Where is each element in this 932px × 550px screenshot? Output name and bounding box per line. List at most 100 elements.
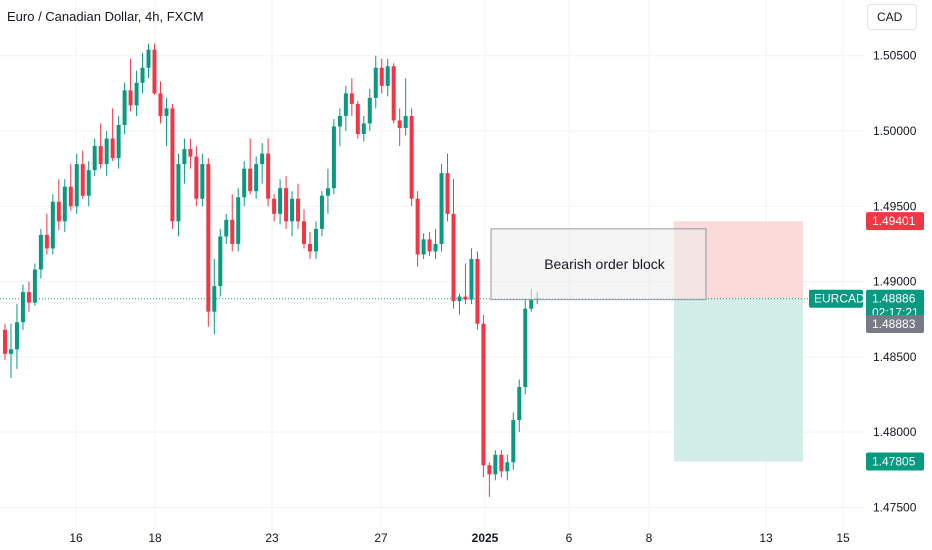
- candle-body: [343, 93, 348, 116]
- candle: [361, 115, 366, 142]
- candle: [463, 263, 468, 305]
- candle: [302, 209, 306, 249]
- stop-price-badge: 1.49401: [866, 212, 924, 231]
- candle: [50, 194, 55, 255]
- candle-body: [397, 120, 402, 128]
- candle-body: [254, 164, 259, 192]
- time-tick-label: 18: [148, 531, 162, 545]
- candle-body: [218, 236, 223, 287]
- candle-body: [170, 108, 175, 222]
- candle: [122, 82, 127, 135]
- order-block-box[interactable]: [490, 228, 707, 301]
- candles-group: [3, 43, 540, 497]
- bid-price-label: 1.48883: [872, 317, 916, 331]
- candle-body: [367, 97, 372, 124]
- candle-body: [104, 138, 109, 165]
- candle-body: [379, 67, 384, 86]
- time-axis[interactable]: 16 18 23 27 2025 6 8 13 15: [69, 531, 850, 545]
- candle-body: [307, 243, 312, 252]
- candle: [182, 138, 187, 184]
- bid-price-badge: 1.48883: [866, 315, 924, 333]
- price-tick-label: 1.49500: [873, 199, 917, 213]
- candle: [373, 55, 378, 109]
- candle-body: [361, 123, 366, 135]
- candle: [487, 462, 492, 497]
- candle: [98, 123, 103, 169]
- candle-body: [242, 168, 247, 198]
- candle-body: [523, 308, 528, 387]
- candle: [481, 314, 486, 478]
- candle-body: [439, 173, 444, 244]
- candle: [14, 304, 19, 369]
- candle: [8, 323, 13, 378]
- price-tick-label: 1.48000: [873, 425, 917, 439]
- candle-body: [152, 49, 157, 94]
- candle: [391, 63, 396, 124]
- candle-body: [62, 186, 67, 222]
- candle-body: [266, 153, 271, 199]
- candle-body: [529, 299, 534, 309]
- candle-body: [451, 213, 456, 302]
- candle-body: [463, 296, 468, 300]
- candle-body: [385, 66, 390, 86]
- candle-body: [457, 296, 462, 302]
- candle-body: [284, 188, 289, 222]
- time-tick-label: 8: [646, 531, 653, 545]
- candle: [236, 188, 241, 252]
- candle: [409, 108, 414, 207]
- candle-body: [122, 90, 127, 125]
- price-tick-label: 1.50500: [873, 49, 917, 63]
- candle: [499, 450, 504, 478]
- candle: [379, 58, 384, 94]
- currency-button[interactable]: CAD: [867, 4, 917, 30]
- candle: [212, 258, 217, 335]
- candle-body: [56, 201, 61, 222]
- candle-body: [236, 197, 241, 244]
- candle: [224, 213, 229, 244]
- candle: [44, 213, 49, 255]
- candle: [254, 156, 259, 199]
- candle-body: [337, 115, 342, 127]
- candle-body: [487, 465, 492, 475]
- candle-body: [445, 173, 450, 214]
- candle: [92, 138, 97, 177]
- candle-body: [3, 329, 7, 354]
- candle-body: [475, 258, 480, 324]
- candle: [445, 153, 450, 222]
- candle: [427, 231, 432, 256]
- candle-body: [313, 228, 318, 252]
- candle: [517, 379, 522, 433]
- candle: [20, 284, 25, 330]
- candle: [385, 58, 390, 97]
- candle-body: [128, 90, 133, 106]
- candle: [146, 43, 151, 79]
- price-tick-label: 1.48500: [873, 350, 917, 364]
- candle: [367, 88, 372, 131]
- chart-title: Euro / Canadian Dollar, 4h, FXCM: [7, 9, 204, 24]
- candle-body: [74, 164, 79, 207]
- candle-body: [146, 49, 151, 68]
- candle-body: [176, 164, 181, 222]
- candle: [38, 228, 43, 279]
- last-price-label: 1.48886: [872, 292, 916, 306]
- candle: [319, 191, 324, 237]
- candle-body: [188, 149, 193, 157]
- candle: [433, 228, 438, 259]
- time-tick-label: 23: [265, 531, 279, 545]
- candle-body: [248, 168, 253, 192]
- time-tick-label: 15: [836, 531, 850, 545]
- candle: [206, 158, 211, 327]
- candle: [284, 176, 289, 229]
- candle-body: [290, 198, 295, 222]
- candle: [523, 299, 528, 395]
- take-profit-zone[interactable]: [674, 298, 803, 462]
- candle-body: [80, 164, 85, 196]
- candle-body: [38, 234, 43, 270]
- candle-body: [409, 115, 414, 199]
- candle-body: [373, 67, 378, 98]
- time-tick-label: 16: [69, 531, 83, 545]
- candle-body: [32, 269, 37, 303]
- candle-body: [349, 93, 354, 104]
- candle-body: [260, 153, 265, 165]
